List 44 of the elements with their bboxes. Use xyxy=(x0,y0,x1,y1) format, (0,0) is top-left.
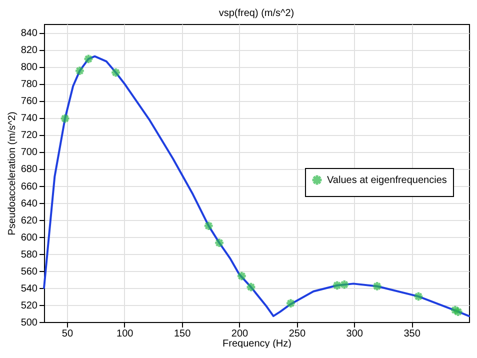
point xyxy=(372,280,382,292)
y-tick-label: 800 xyxy=(20,62,38,74)
x-tick-label: 300 xyxy=(346,328,364,340)
y-tick-label: 500 xyxy=(20,318,38,328)
y-tick-label: 760 xyxy=(20,96,38,108)
chart-title: vsp(freq) (m/s^2) xyxy=(218,8,294,19)
point xyxy=(246,282,256,292)
point xyxy=(74,66,86,76)
point xyxy=(236,270,247,282)
point xyxy=(203,220,214,232)
point xyxy=(339,279,350,290)
y-tick-label: 580 xyxy=(20,249,38,260)
y-tick-label: 640 xyxy=(20,198,38,210)
y-axis-title: Pseudoacceleration (m/s^2) xyxy=(6,112,18,236)
y-tick-label: 720 xyxy=(20,130,38,142)
point xyxy=(332,280,342,291)
x-tick-label: 50 xyxy=(62,328,74,340)
y-tick-label: 600 xyxy=(20,232,38,244)
point xyxy=(83,54,94,64)
y-tick-label: 560 xyxy=(20,266,38,278)
y-tick-label: 540 xyxy=(20,283,38,294)
point xyxy=(413,291,424,302)
y-tick-label: 840 xyxy=(20,28,38,40)
y-tick-label: 820 xyxy=(20,45,38,56)
point xyxy=(452,306,464,318)
point xyxy=(450,304,460,316)
y-tick-label: 780 xyxy=(20,79,38,90)
point xyxy=(285,298,296,309)
y-tick-label: 620 xyxy=(20,215,38,226)
x-tick-label: 200 xyxy=(231,328,249,340)
x-tick-label: 100 xyxy=(116,328,134,340)
point xyxy=(110,67,122,78)
y-tick-label: 520 xyxy=(20,300,38,312)
legend-label: Values at eigenfrequencies xyxy=(327,175,447,186)
point xyxy=(60,113,70,124)
x-tick-label: 350 xyxy=(404,328,421,340)
y-tick-label: 700 xyxy=(20,147,38,158)
y-tick-label: 660 xyxy=(20,181,38,192)
y-tick-label: 680 xyxy=(20,164,38,176)
x-tick-label: 150 xyxy=(174,328,192,340)
line-series xyxy=(43,55,470,318)
point xyxy=(214,238,225,248)
y-tick-label: 740 xyxy=(20,113,38,124)
x-tick-label: 250 xyxy=(288,328,306,340)
